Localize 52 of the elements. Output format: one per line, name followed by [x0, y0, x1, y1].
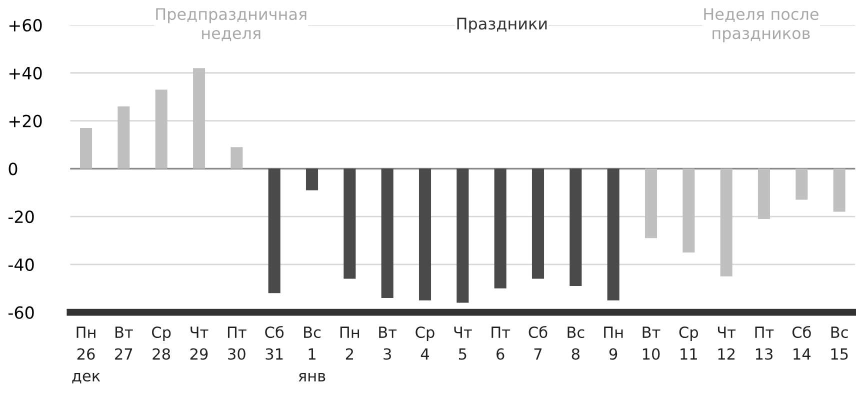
x-tick-label: Пт 6: [492, 326, 510, 360]
x-tick-label: Сб 7: [528, 326, 548, 360]
bar: [306, 168, 318, 190]
bar: [456, 168, 469, 303]
y-tick-label: -20: [8, 210, 34, 224]
bar: [494, 168, 506, 288]
bar: [268, 168, 280, 294]
annotation: Праздники: [457, 18, 547, 33]
x-tick-label: Вс 1 янв: [298, 326, 326, 382]
y-tick-label: +60: [9, 18, 42, 32]
bar: [833, 168, 846, 212]
x-tick-label: Вт 10: [642, 326, 660, 360]
bar: [796, 168, 808, 200]
x-tick-label: Вс 15: [831, 326, 848, 360]
bar: [230, 147, 243, 169]
x-tick-label: Чт 12: [718, 326, 736, 360]
y-tick-label: +20: [9, 114, 42, 128]
y-tick-label: 0: [8, 162, 18, 176]
bar: [644, 168, 658, 238]
x-tick-label: Пт 30: [228, 326, 246, 360]
bar: [758, 168, 770, 219]
bar: [532, 168, 544, 279]
x-tick-label: Ср 11: [679, 326, 698, 360]
y-tick-label: -60: [8, 306, 34, 319]
x-tick-label: Вт 27: [115, 326, 133, 360]
annotation: Неделя после праздников: [704, 8, 818, 42]
y-tick-label: +40: [9, 66, 42, 80]
bar: [682, 168, 695, 252]
x-tick-label: Чт 5: [454, 326, 472, 360]
x-tick-label: Вт 3: [379, 326, 397, 360]
x-tick-label: Пт 13: [755, 326, 774, 360]
x-tick-label: Пн 26 дек: [72, 326, 100, 384]
bar: [118, 106, 130, 169]
x-tick-label: Пн 9: [604, 326, 623, 360]
bar: [155, 90, 168, 169]
x-tick-label: Вс 8: [568, 326, 584, 360]
bar: [570, 168, 582, 286]
x-tick-label: Ср 28: [152, 326, 171, 360]
bar: [381, 168, 394, 298]
bar: [80, 128, 92, 169]
y-tick-label: -40: [8, 258, 34, 272]
bar: [720, 168, 732, 276]
bar: [418, 168, 432, 300]
bar: [344, 168, 356, 279]
x-tick-label: Сб 31: [265, 326, 284, 360]
x-tick-label: Ср 4: [416, 326, 434, 360]
bar: [607, 168, 620, 300]
annotation: Предпраздничная неделя: [156, 8, 306, 42]
bar: [192, 68, 206, 169]
x-tick-label: Чт 29: [190, 326, 208, 360]
x-tick-label: Сб 14: [792, 326, 811, 360]
x-tick-label: Пн 2: [340, 326, 360, 360]
